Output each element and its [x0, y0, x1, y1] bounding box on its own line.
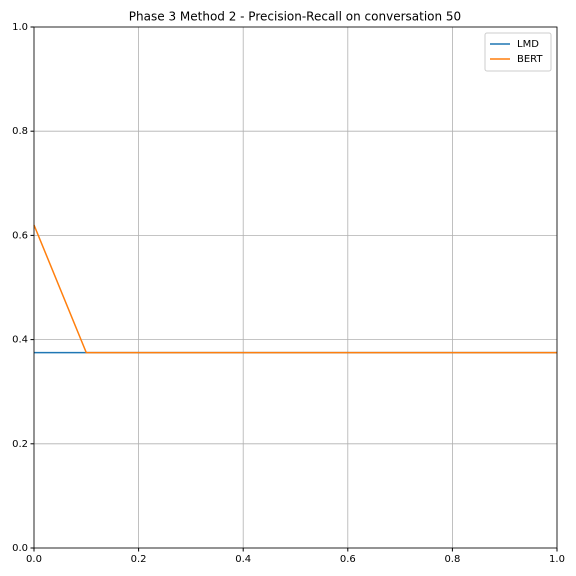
x-tick-label: 0.2: [131, 554, 147, 565]
x-tick-label: 0.4: [235, 554, 251, 565]
x-tick-label: 0.8: [444, 554, 460, 565]
y-tick-label: 1.0: [12, 22, 28, 33]
legend-label: LMD: [517, 39, 539, 50]
legend-label: BERT: [517, 54, 543, 65]
y-tick-label: 0.8: [12, 126, 28, 137]
y-tick-label: 0.4: [12, 335, 28, 346]
x-tick-label: 1.0: [549, 554, 565, 565]
x-tick-label: 0.6: [340, 554, 356, 565]
series-line: [33, 224, 557, 354]
plot-frame: [33, 26, 558, 549]
y-tick-label: 0.6: [12, 230, 28, 241]
y-tick-label: 0.2: [12, 439, 28, 450]
y-tick-label: 0.0: [12, 543, 28, 554]
x-tick-label: 0.0: [26, 554, 42, 565]
chart-title: Phase 3 Method 2 - Precision-Recall on c…: [129, 10, 461, 24]
legend-box: [484, 32, 552, 72]
